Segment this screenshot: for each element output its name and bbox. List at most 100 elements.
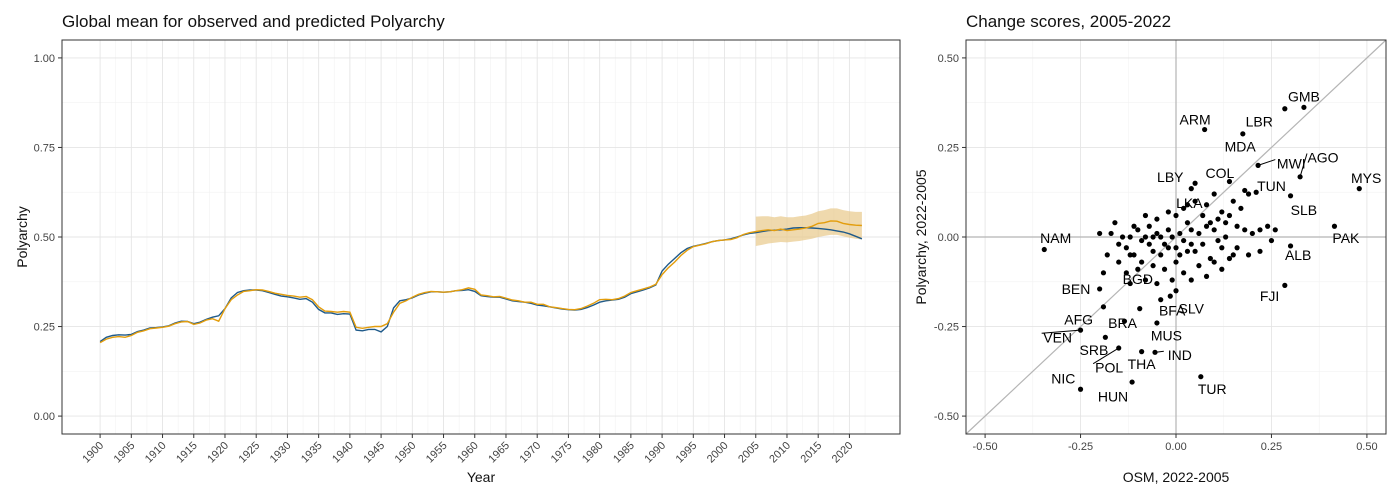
- scatter-point-fji: [1282, 282, 1288, 288]
- scatter-point: [1139, 237, 1145, 244]
- point-label-nam: NAM: [1040, 230, 1071, 246]
- scatter-point-mda: [1240, 131, 1246, 137]
- point-label-nic: NIC: [1051, 370, 1075, 386]
- scatter-point: [1184, 248, 1191, 254]
- x-tick-label: 1995: [674, 440, 700, 466]
- scatter-point: [1242, 227, 1248, 233]
- point-label-ben: BEN: [1062, 281, 1091, 297]
- scatter-point: [1188, 227, 1194, 233]
- point-label-slv: SLV: [1179, 301, 1205, 317]
- x-tick-label: 1905: [112, 440, 138, 466]
- point-label-mus: MUS: [1151, 328, 1182, 344]
- x-tick-label: 1975: [549, 440, 575, 466]
- scatter-point: [1203, 273, 1210, 279]
- scatter-point: [1150, 248, 1156, 254]
- scatter-point: [1219, 266, 1225, 272]
- x-tick-label: 2000: [705, 440, 731, 466]
- x-tick-label: 1900: [80, 440, 106, 466]
- x-tick-label: 1970: [518, 440, 544, 466]
- y-tick-label: -0.25: [934, 322, 959, 334]
- identity-diagonal-line: [965, 39, 1387, 435]
- scatter-point: [1211, 191, 1217, 197]
- scatter-point-pak: [1331, 223, 1338, 229]
- scatter-point: [1108, 230, 1114, 237]
- point-label-afg: AFG: [1064, 311, 1093, 327]
- x-tick-label: 0.50: [1356, 441, 1377, 453]
- point-label-tha: THA: [1128, 356, 1157, 372]
- scatter-point: [1165, 227, 1171, 233]
- x-tick-label: 1910: [143, 440, 169, 466]
- x-tick-label: 1935: [299, 440, 325, 466]
- x-tick-label: 2005: [736, 440, 762, 466]
- scatter-point: [1181, 237, 1187, 244]
- point-label-fji: FJI: [1260, 288, 1279, 304]
- scatter-point: [1257, 248, 1263, 254]
- scatter-point: [1192, 198, 1198, 204]
- scatter-point: [1123, 245, 1129, 251]
- scatter-point-tun: [1253, 189, 1259, 195]
- scatter-point: [1226, 212, 1233, 219]
- scatter-point: [1169, 234, 1175, 240]
- line-chart-y-axis-title: Polyarchy: [14, 206, 30, 267]
- scatter-point: [1219, 209, 1225, 215]
- x-tick-label: 2015: [799, 440, 825, 466]
- scatter-point-labels: GMB LBR ARM MDA MWI AGO COL MYS TUN LBY SLB LKA PAK N…: [1040, 89, 1381, 405]
- scatter-point: [1158, 234, 1164, 240]
- scatter-point: [1230, 252, 1236, 258]
- scatter-point-mys: [1356, 186, 1362, 192]
- scatter-point: [1234, 245, 1240, 251]
- x-tick-label: 2010: [767, 440, 793, 466]
- label-leader-line: [1092, 347, 1119, 365]
- scatter-point-nam: [1041, 246, 1047, 253]
- y-tick-label: 0.75: [34, 142, 55, 154]
- scatter-point-afg: [1100, 304, 1107, 310]
- x-tick-label: -0.50: [973, 441, 998, 453]
- x-tick-label: 1985: [611, 440, 637, 466]
- scatter-point: [1188, 241, 1194, 247]
- scatter-point: [1161, 241, 1168, 247]
- scatter-point: [1169, 277, 1175, 283]
- point-label-ven: VEN: [1043, 329, 1072, 345]
- scatter-point: [1165, 245, 1171, 251]
- scatter-point: [1268, 237, 1275, 244]
- scatter-point-lbr: [1282, 106, 1288, 112]
- scatter-point: [1223, 234, 1229, 240]
- scatter-point: [1196, 263, 1202, 269]
- scatter-point: [1173, 259, 1179, 265]
- scatter-point: [1104, 252, 1110, 258]
- scatter-point: [1165, 209, 1171, 215]
- scatter-point: [1200, 241, 1206, 247]
- point-label-pol: POL: [1095, 360, 1123, 376]
- x-tick-label: 1965: [486, 440, 512, 466]
- scatter-point: [1142, 277, 1149, 283]
- scatter-point: [1116, 241, 1122, 247]
- scatter-point: [1272, 227, 1278, 233]
- scatter-point: [1192, 248, 1198, 254]
- line-chart-y-ticks: 0.00 0.25 0.50 0.75 1.00: [34, 53, 62, 423]
- scatter-point: [1154, 216, 1160, 222]
- point-label-tun: TUN: [1257, 178, 1286, 194]
- point-label-hun: HUN: [1098, 388, 1128, 404]
- scatter-point: [1207, 220, 1213, 226]
- scatter-point: [1123, 270, 1129, 276]
- scatter-point: [1173, 288, 1179, 294]
- scatter-point: [1207, 255, 1213, 262]
- scatter-point: [1203, 202, 1210, 208]
- point-label-tur: TUR: [1198, 381, 1227, 397]
- line-chart-grid: [62, 40, 900, 434]
- scatter-point-slv: [1167, 293, 1173, 299]
- point-label-pak: PAK: [1332, 230, 1360, 246]
- scatter-point: [1211, 259, 1217, 265]
- scatter-point-slb: [1287, 193, 1294, 199]
- scatter-point-bgd: [1137, 306, 1143, 312]
- scatter-point: [1173, 212, 1179, 219]
- point-label-mwi: MWI: [1277, 156, 1306, 172]
- scatter-point: [1265, 223, 1271, 229]
- x-tick-label: 1955: [424, 440, 450, 466]
- scatter-point: [1238, 205, 1244, 211]
- scatter-point-nic: [1077, 386, 1084, 392]
- label-leader-line: [1041, 329, 1081, 334]
- x-tick-label: 1925: [237, 440, 263, 466]
- point-label-lka: LKA: [1176, 195, 1203, 211]
